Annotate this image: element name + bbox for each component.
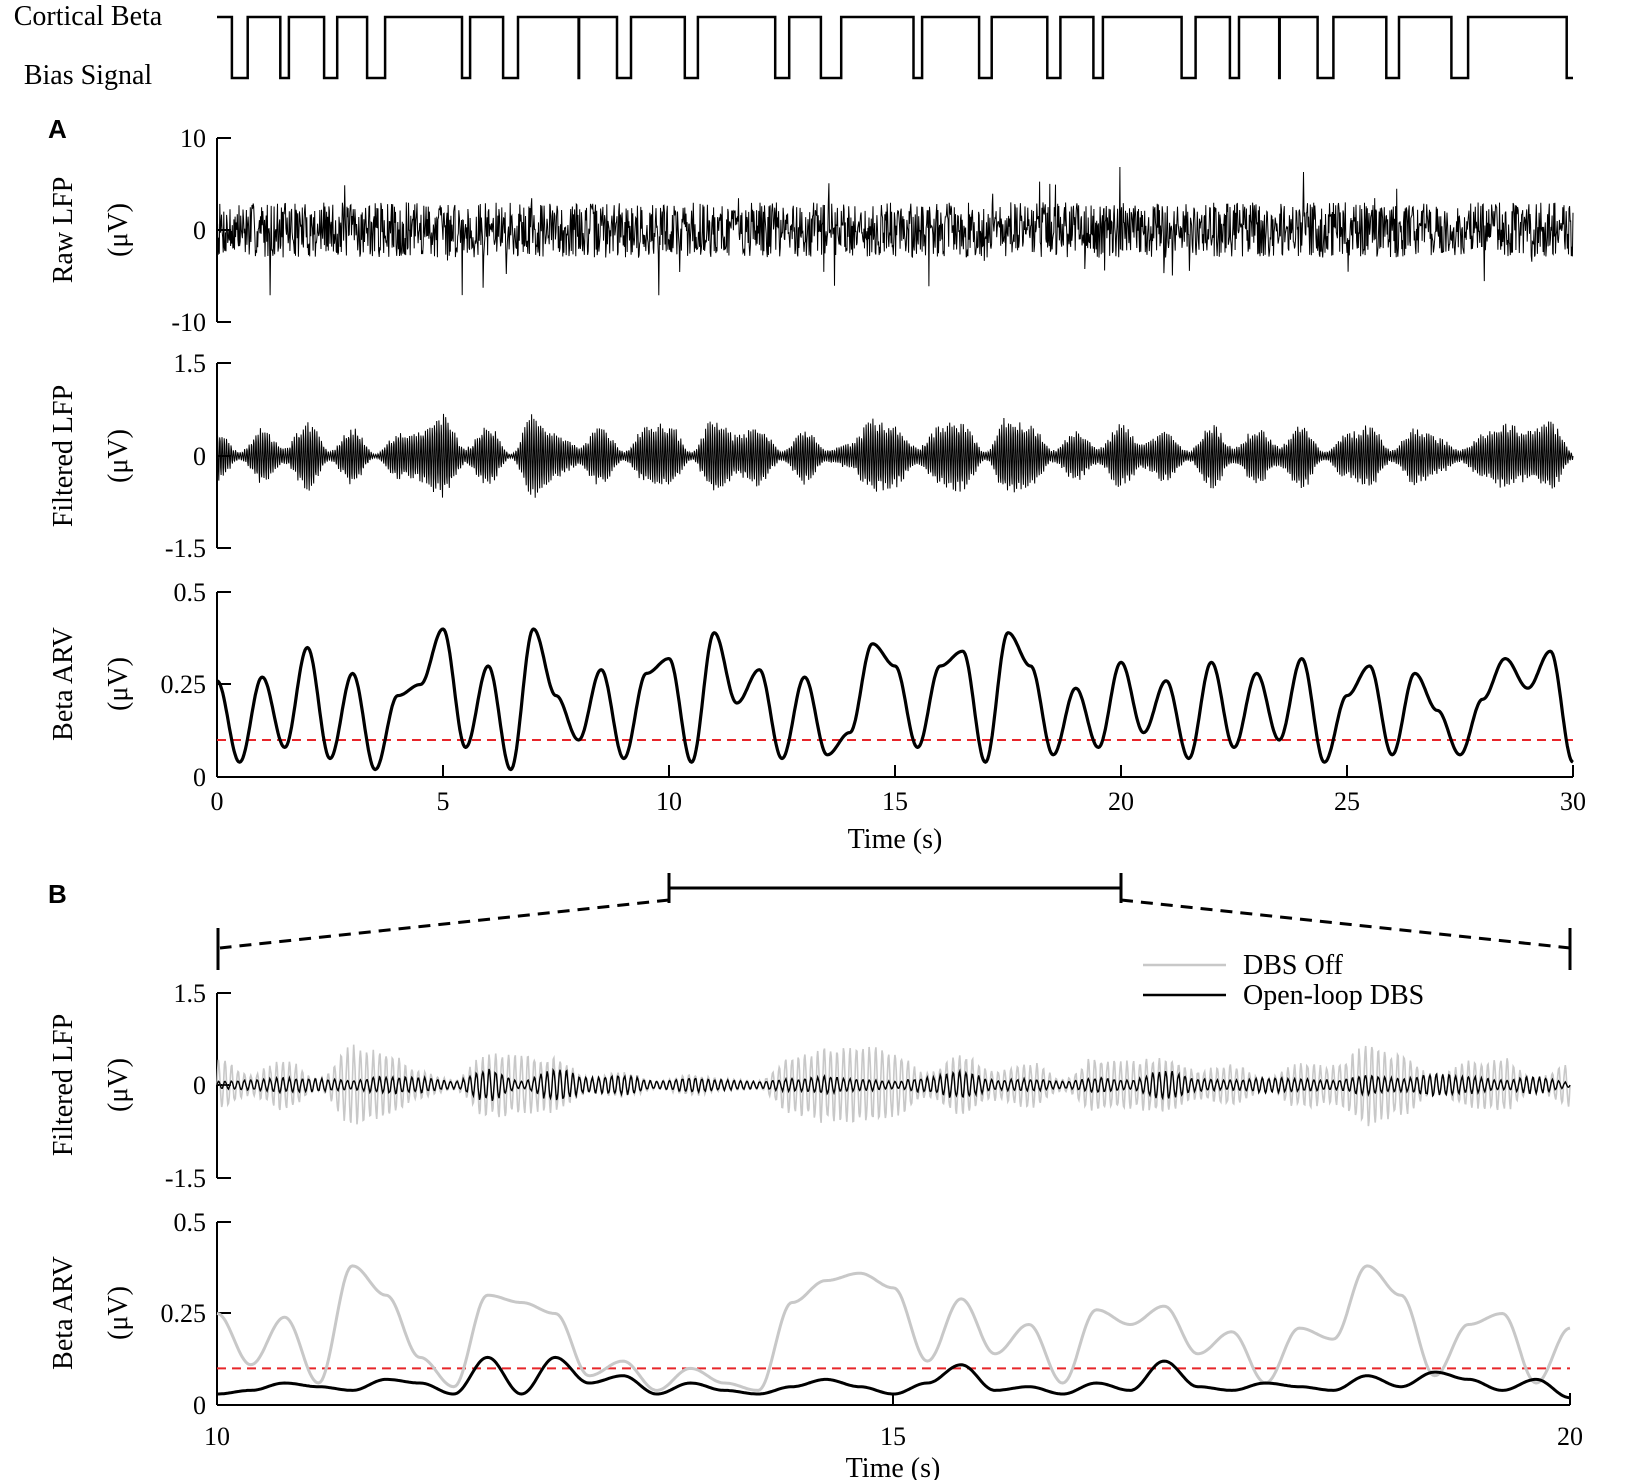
a-raw-trace	[216, 166, 1574, 296]
b-xtick-label-15: 15	[880, 1422, 906, 1451]
a-filt-ytick-label-top: 1.5	[174, 349, 207, 378]
a-raw-unit: (μV)	[103, 203, 134, 257]
b-arv-trace-open-loop	[217, 1355, 1571, 1400]
a-xlabel: Time (s)	[848, 824, 943, 855]
zoom-indicator	[216, 873, 1572, 970]
a-raw-ytick-label-top: 10	[180, 124, 206, 153]
legend-label-dbs-off: DBS Off	[1243, 950, 1344, 981]
a-arv-ytick-label-mid: 0.25	[161, 670, 207, 699]
panel-a-filtered: Filtered LFP (μV) 1.5 0 -1.5	[48, 349, 1574, 563]
a-filt-ytick-label-mid: 0	[193, 442, 206, 471]
b-filt-ytick-label-bottom: -1.5	[165, 1164, 206, 1193]
b-arv-ylabel: Beta ARV	[48, 1256, 79, 1370]
zoom-dash-right	[1120, 898, 1571, 950]
legend-label-open-loop: Open-loop DBS	[1243, 980, 1424, 1011]
b-xtick-label-10: 10	[204, 1422, 230, 1451]
panel-b-arv: Beta ARV (μV) 0.5 0.25 0 10 15 20 Time (…	[48, 1208, 1583, 1480]
a-xtick-label-30: 30	[1560, 787, 1586, 816]
b-filt-trace-open-loop	[216, 1067, 1571, 1102]
b-filt-unit: (μV)	[103, 1058, 134, 1112]
a-filt-trace	[216, 413, 1574, 498]
b-filt-ylabel: Filtered LFP	[48, 1014, 79, 1156]
a-filt-ytick-label-bottom: -1.5	[165, 534, 206, 563]
b-arv-trace-dbs-off	[216, 1264, 1571, 1392]
zoom-dash-left	[219, 898, 670, 950]
a-arv-trace	[216, 627, 1574, 772]
b-xtick-label-20: 20	[1557, 1422, 1583, 1451]
a-raw-ytick-label-mid: 0	[193, 216, 206, 245]
a-xtick-label-10: 10	[656, 787, 682, 816]
a-arv-ytick-label-top: 0.5	[174, 578, 207, 607]
panel-b-filtered: Filtered LFP (μV) 1.5 0 -1.5	[48, 979, 1571, 1193]
b-arv-ytick-label-bottom: 0	[193, 1391, 206, 1420]
a-raw-ylabel: Raw LFP	[48, 177, 79, 284]
a-arv-ylabel: Beta ARV	[48, 627, 79, 741]
b-filt-ytick-label-mid: 0	[193, 1071, 206, 1100]
a-filt-unit: (μV)	[103, 429, 134, 483]
bias-signal-section: Cortical Beta Bias Signal	[14, 1, 1573, 91]
a-xtick-label-0: 0	[211, 787, 224, 816]
a-xtick-label-5: 5	[437, 787, 450, 816]
b-arv-ytick-label-top: 0.5	[174, 1208, 207, 1237]
panel-b-letter: B	[48, 879, 67, 909]
a-xtick-label-25: 25	[1334, 787, 1360, 816]
a-xtick-label-20: 20	[1108, 787, 1134, 816]
b-arv-ytick-label-mid: 0.25	[161, 1299, 207, 1328]
a-filt-ylabel: Filtered LFP	[48, 385, 79, 527]
b-arv-unit: (μV)	[103, 1286, 134, 1340]
b-filt-ytick-label-top: 1.5	[174, 979, 207, 1008]
panel-a-raw: Raw LFP (μV) 10 0 -10	[48, 124, 1574, 337]
bias-label-line2: Bias Signal	[24, 60, 153, 91]
panel-a-letter: A	[48, 114, 67, 144]
panel-a-arv: Beta ARV (μV) 0.5 0.25 0 0 5 10 15 20 25…	[48, 578, 1586, 855]
b-xlabel: Time (s)	[846, 1453, 941, 1480]
a-raw-ytick-label-bottom: -10	[171, 308, 206, 337]
a-arv-ytick-label-bottom: 0	[193, 763, 206, 792]
bias-label-line1: Cortical Beta	[14, 1, 163, 32]
a-arv-unit: (μV)	[103, 657, 134, 711]
legend: DBS Off Open-loop DBS	[1143, 950, 1424, 1011]
bias-signal-wave	[217, 15, 1573, 80]
a-xtick-label-15: 15	[882, 787, 908, 816]
